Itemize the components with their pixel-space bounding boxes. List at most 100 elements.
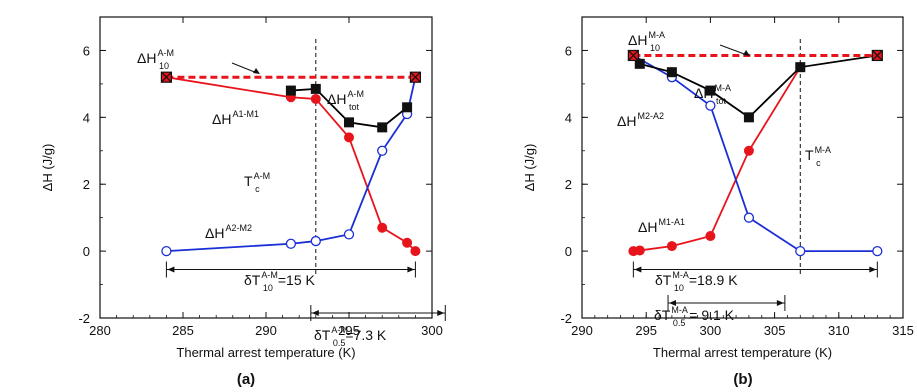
arrowhead — [743, 50, 750, 56]
arrowhead — [776, 299, 784, 306]
series — [161, 72, 421, 257]
x-tick-label: 300 — [421, 323, 443, 338]
y-tick-label: 4 — [83, 110, 90, 125]
label-dt10: δTA-M 10 =15 K — [244, 270, 316, 293]
label-dh-m1a1: ΔHM1-A1 — [638, 217, 685, 235]
marker-cross — [871, 50, 883, 61]
data-point — [627, 49, 639, 62]
y-tick-label: 6 — [565, 43, 572, 58]
y-tick-label: 2 — [565, 177, 572, 192]
label-dt05: δTM-A 0.5 = 9.1 K — [654, 305, 735, 328]
y-tick-label: 6 — [83, 43, 90, 58]
data-point — [705, 85, 716, 96]
data-point — [377, 122, 388, 133]
series — [628, 62, 806, 257]
data-point — [402, 102, 413, 113]
y-tick-label: 0 — [565, 244, 572, 259]
arrowhead — [253, 68, 260, 74]
data-point — [705, 100, 716, 111]
arrowhead — [669, 299, 677, 306]
series — [634, 50, 883, 123]
data-point — [705, 231, 716, 242]
series — [160, 71, 421, 83]
data-point — [161, 245, 172, 257]
data-point — [285, 85, 296, 96]
data-point — [402, 237, 413, 248]
label-dh-a2m2: ΔHA2-M2 — [205, 223, 252, 241]
pointer — [719, 44, 748, 56]
data-point — [409, 71, 421, 83]
x-tick-label: 315 — [892, 323, 914, 338]
arrowhead — [869, 266, 877, 273]
y-tick-label: 4 — [565, 110, 572, 125]
x-tick-label: 280 — [89, 323, 111, 338]
y-tick-label: -2 — [560, 311, 572, 326]
label-dh-m2a2: ΔHM2-A2 — [617, 111, 664, 129]
y-axis-label: ΔH (J/g) — [40, 144, 55, 192]
label-dh10: ΔHA-M 10 — [137, 48, 174, 71]
span-arrow — [667, 294, 786, 311]
y-tick-label: 0 — [83, 244, 90, 259]
marker-cross — [409, 71, 421, 83]
plot-frame — [581, 16, 904, 319]
data-point — [410, 246, 421, 257]
data-point — [871, 49, 883, 62]
data-point — [634, 245, 645, 256]
label-dt10: δTM-A 10 =18.9 K — [655, 270, 738, 293]
arrowhead — [634, 266, 642, 273]
series — [627, 49, 883, 62]
data-point — [310, 235, 321, 247]
data-point — [377, 222, 388, 233]
label-dh-tot: ΔHA-M tot — [327, 89, 364, 112]
data-point — [743, 112, 754, 123]
data-point — [872, 245, 883, 257]
marker-cross — [160, 71, 172, 83]
x-tick-label: 300 — [700, 323, 722, 338]
label-dh-tot: ΔHM-A tot — [694, 83, 731, 106]
annotations: ΔHM-A 10 ΔHM-A tot ΔHM2-A2 TM-A c ΔHM1-A1 δTM-A 1… — [617, 30, 831, 328]
arrowhead — [437, 309, 445, 316]
panel-label: (b) — [733, 371, 752, 388]
label-tc: TA-M c — [244, 171, 270, 194]
data-point — [795, 62, 806, 73]
x-tick-label: 290 — [571, 323, 593, 338]
label-tc: TM-A c — [805, 145, 831, 168]
data-point — [310, 93, 321, 104]
x-tick-label: 305 — [764, 323, 786, 338]
arrowhead — [407, 266, 415, 273]
label-dt05: δTA-M 0.5=7.3 K — [314, 325, 387, 348]
data-point — [285, 238, 297, 249]
arrowhead — [311, 309, 319, 316]
annotations: ΔHA-M 10 ΔHA1-M1 ΔHA-M tot TA-M c ΔHA2-M2 δTA-M 1… — [137, 48, 387, 348]
data-point — [377, 145, 388, 156]
series-line — [639, 54, 878, 119]
panel-b: 290 295 300 305 310 315 -2 0 2 4 6 Thermal arrest t… — [522, 16, 914, 388]
y-tick-label: -2 — [78, 311, 90, 326]
data-point — [666, 241, 677, 252]
y-axis-label: ΔH (J/g) — [522, 144, 537, 192]
x-tick-label: 310 — [828, 323, 850, 338]
data-point — [344, 117, 354, 128]
data-point — [343, 229, 355, 240]
data-point — [743, 212, 755, 223]
x-tick-label: 295 — [635, 323, 657, 338]
panel-a: 280 285 290 295 300 -2 0 2 4 6 Thermal arrest temp… — [40, 16, 446, 388]
x-axis-label: Thermal arrest temperature (K) — [653, 345, 832, 360]
arrowhead — [167, 266, 175, 273]
marker-cross — [627, 50, 639, 61]
data-point — [160, 71, 172, 83]
series-line — [632, 54, 878, 253]
span-arrow — [632, 261, 878, 278]
data-point — [634, 58, 645, 69]
x-axis-label: Thermal arrest temperature (K) — [176, 345, 355, 360]
series — [285, 83, 413, 133]
x-tick-label: 295 — [338, 323, 360, 338]
y-tick-label: 2 — [83, 177, 90, 192]
panel-label: (a) — [237, 371, 255, 388]
span-arrow — [165, 261, 416, 278]
span-arrow — [310, 304, 446, 321]
pointer — [231, 62, 258, 74]
data-point — [666, 67, 677, 78]
label-dh-a1m1: ΔHA1-M1 — [212, 109, 259, 127]
